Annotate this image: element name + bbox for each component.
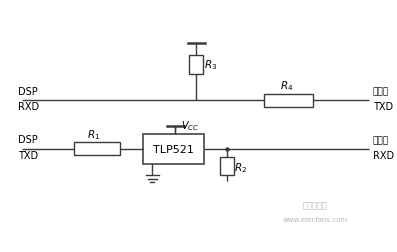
Bar [220, 157, 234, 175]
Text: $V_{CC}$: $V_{CC}$ [181, 118, 200, 132]
Bar [73, 143, 119, 156]
Bar [189, 55, 203, 75]
Text: 单片机: 单片机 [373, 87, 389, 96]
Text: TXD: TXD [373, 102, 393, 112]
Bar [143, 134, 204, 165]
Text: $R_4$: $R_4$ [280, 79, 293, 93]
Text: DSP: DSP [18, 135, 38, 145]
Text: RXD: RXD [18, 102, 39, 112]
Text: DSP: DSP [18, 86, 38, 96]
Text: 电子发烧友: 电子发烧友 [303, 200, 328, 209]
Text: $R_2$: $R_2$ [234, 161, 247, 175]
Text: RXD: RXD [373, 150, 394, 160]
Text: $R_3$: $R_3$ [204, 58, 217, 72]
Text: www.elecfans.com: www.elecfans.com [283, 216, 348, 222]
Bar [264, 94, 313, 107]
Text: TXD: TXD [18, 150, 38, 160]
Text: TLP521: TLP521 [153, 144, 194, 154]
Text: 单片机: 单片机 [373, 136, 389, 145]
Text: $R_1$: $R_1$ [87, 128, 100, 141]
